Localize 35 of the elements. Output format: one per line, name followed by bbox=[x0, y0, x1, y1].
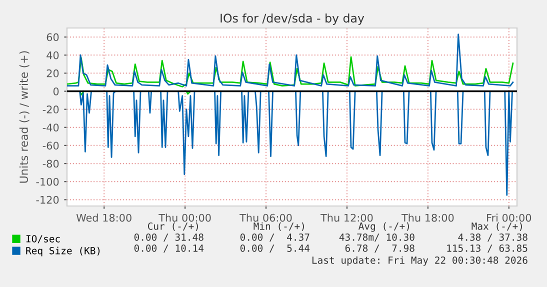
y-tick-label: -20 bbox=[42, 106, 59, 114]
x-tick-label: Thu 18:00 bbox=[401, 214, 454, 222]
y-tick-label: 40 bbox=[46, 51, 59, 60]
y-tick-label: -100 bbox=[36, 178, 59, 186]
text: 43.78m/ 10.30 bbox=[339, 233, 414, 242]
y-tick-label: -60 bbox=[42, 142, 59, 150]
text: Min (-/+) bbox=[254, 222, 304, 231]
text: 0.00 / 10.14 bbox=[134, 244, 204, 253]
y-axis-title: Units read (-) / write (+) bbox=[19, 51, 30, 183]
text: Avg (-/+) bbox=[358, 222, 409, 232]
y-tick-label: -120 bbox=[36, 196, 59, 204]
chart-title: IOs for /dev/sda - by day bbox=[220, 13, 364, 25]
text: Max (-/+) bbox=[472, 222, 522, 231]
x-tick-label: Thu 06:00 bbox=[240, 214, 292, 222]
text: 0.00 / 4.37 bbox=[240, 233, 310, 242]
x-tick-label: Thu 12:00 bbox=[320, 214, 373, 222]
text: 0.00 / 5.44 bbox=[240, 244, 310, 253]
x-tick-label: Wed 18:00 bbox=[76, 214, 132, 222]
legend-label: Req Size (KB) bbox=[26, 246, 100, 256]
text: 115.13 / 63.85 bbox=[447, 244, 528, 253]
x-tick-label: Fri 00:00 bbox=[487, 214, 532, 222]
y-tick-label: 20 bbox=[46, 69, 59, 78]
text: 6.78 / 7.98 bbox=[345, 244, 414, 253]
x-tick-label: Thu 00:00 bbox=[158, 214, 211, 222]
text: 0.00 / 31.48 bbox=[134, 233, 204, 242]
text: 4.38 / 37.38 bbox=[458, 233, 528, 242]
y-tick-label: 60 bbox=[46, 33, 59, 42]
y-tick-label: -80 bbox=[42, 160, 59, 168]
y-tick-label: 0 bbox=[53, 87, 59, 96]
text: Cur (-/+) bbox=[148, 222, 198, 231]
text: Last update: Fri May 22 00:30:48 2026 bbox=[312, 256, 528, 266]
legend-label: IO/sec bbox=[26, 235, 60, 244]
line-series bbox=[67, 34, 514, 87]
y-tick-label: -40 bbox=[42, 124, 59, 132]
line-series bbox=[67, 56, 514, 88]
